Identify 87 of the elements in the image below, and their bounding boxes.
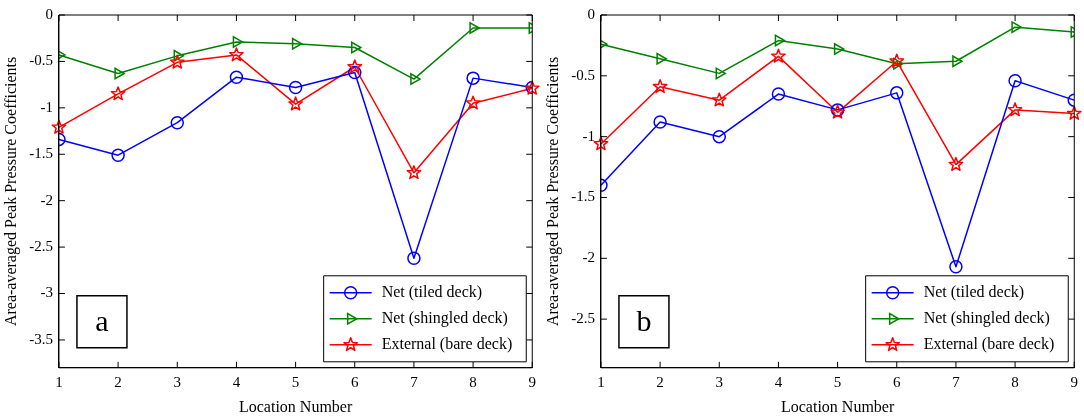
point bbox=[1011, 21, 1022, 34]
x-tick-label: 3 bbox=[715, 373, 724, 390]
point bbox=[169, 54, 185, 69]
x-tick-label: 5 bbox=[291, 373, 300, 390]
x-tick-label: 3 bbox=[173, 373, 182, 390]
point bbox=[1008, 73, 1022, 88]
x-tick-label: 6 bbox=[351, 373, 360, 390]
annotation: a bbox=[95, 303, 109, 337]
x-tick-label: 4 bbox=[232, 373, 241, 390]
point bbox=[288, 96, 304, 111]
legend-label: External (bare deck) bbox=[381, 335, 513, 353]
legend-label: Net (shingled deck) bbox=[923, 309, 1050, 327]
x-axis-title: Location Number bbox=[780, 397, 895, 415]
point bbox=[889, 53, 905, 68]
point bbox=[711, 92, 727, 107]
point bbox=[948, 156, 964, 172]
point bbox=[715, 67, 727, 80]
y-tick-label: -1.5 bbox=[571, 188, 595, 205]
point bbox=[833, 43, 845, 56]
point bbox=[351, 41, 362, 54]
point bbox=[893, 57, 904, 70]
point bbox=[347, 59, 363, 74]
x-tick-label: 8 bbox=[1011, 373, 1019, 390]
point bbox=[771, 48, 786, 63]
point bbox=[110, 86, 126, 101]
point bbox=[229, 47, 244, 62]
x-tick-label: 9 bbox=[1070, 373, 1078, 390]
point bbox=[410, 73, 421, 86]
x-tick-label: 6 bbox=[893, 373, 902, 390]
x-axis-title: Location Number bbox=[238, 397, 353, 415]
point bbox=[652, 79, 668, 94]
x-tick-label: 7 bbox=[952, 373, 961, 390]
x-tick-label: 1 bbox=[597, 373, 605, 390]
point bbox=[51, 119, 67, 134]
y-tick-label: -0.5 bbox=[29, 52, 53, 69]
y-tick-label: -0.5 bbox=[571, 66, 595, 83]
point bbox=[288, 80, 303, 95]
point bbox=[466, 71, 480, 85]
x-tick-label: 8 bbox=[469, 373, 477, 390]
point bbox=[1007, 102, 1023, 117]
y-tick-label: 0 bbox=[45, 5, 53, 22]
y-tick-label: -2.5 bbox=[29, 238, 53, 255]
y-tick-label: -3.5 bbox=[29, 330, 53, 347]
y-tick-label: -3 bbox=[40, 284, 53, 301]
y-tick-label: -1 bbox=[582, 127, 595, 144]
point bbox=[407, 251, 421, 265]
point bbox=[653, 115, 667, 129]
point bbox=[469, 22, 480, 34]
point bbox=[173, 49, 185, 62]
y-tick-label: -2.5 bbox=[571, 310, 595, 327]
point bbox=[348, 65, 362, 80]
point bbox=[774, 34, 786, 47]
x-tick-label: 1 bbox=[55, 373, 63, 390]
legend-label: Net (tiled deck) bbox=[923, 283, 1025, 301]
y-axis-title: Area-averaged Peak Pressure Coefficients bbox=[1, 56, 20, 327]
point bbox=[111, 148, 125, 162]
point bbox=[170, 115, 185, 130]
x-tick-label: 9 bbox=[528, 373, 536, 390]
y-tick-label: -1 bbox=[40, 98, 53, 115]
point bbox=[952, 55, 963, 68]
point bbox=[524, 80, 540, 95]
point bbox=[229, 70, 244, 84]
y-axis-title: Area-averaged Peak Pressure Coefficients bbox=[543, 56, 562, 327]
x-tick-label: 5 bbox=[833, 373, 842, 390]
point bbox=[291, 37, 303, 50]
x-tick-label: 2 bbox=[656, 373, 664, 390]
point bbox=[114, 67, 125, 80]
point bbox=[232, 35, 244, 48]
x-tick-label: 4 bbox=[774, 373, 783, 390]
y-tick-label: 0 bbox=[587, 5, 595, 22]
point bbox=[712, 129, 727, 144]
point bbox=[949, 260, 963, 274]
point bbox=[890, 86, 904, 100]
point bbox=[1066, 105, 1082, 120]
legend-label: External (bare deck) bbox=[923, 335, 1055, 353]
legend-label: Net (tiled deck) bbox=[381, 283, 483, 301]
point bbox=[656, 52, 667, 65]
x-tick-label: 7 bbox=[410, 373, 419, 390]
point bbox=[465, 95, 481, 110]
annotation: b bbox=[636, 303, 652, 337]
y-tick-label: -2 bbox=[40, 191, 53, 208]
point bbox=[406, 165, 422, 180]
x-tick-label: 2 bbox=[114, 373, 122, 390]
point bbox=[771, 87, 786, 101]
y-tick-label: -2 bbox=[582, 249, 595, 266]
legend-label: Net (shingled deck) bbox=[381, 309, 508, 327]
y-tick-label: -1.5 bbox=[29, 145, 53, 162]
